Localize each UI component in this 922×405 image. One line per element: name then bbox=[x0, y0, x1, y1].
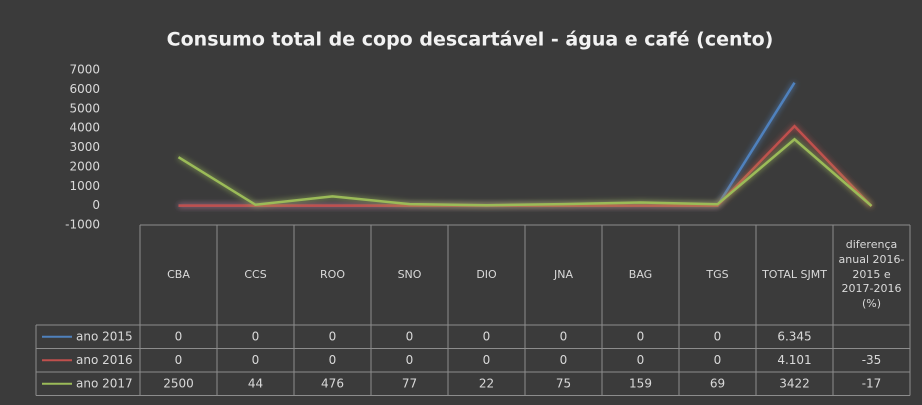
data-label: 3422 bbox=[779, 376, 810, 390]
y-tick-label: 2000 bbox=[69, 159, 100, 173]
y-tick-label: 1000 bbox=[69, 179, 100, 193]
legend-label: ano 2015 bbox=[76, 329, 133, 343]
data-label: 0 bbox=[252, 329, 260, 343]
data-label: 476 bbox=[321, 376, 344, 390]
data-label: 0 bbox=[714, 329, 722, 343]
data-label: 44 bbox=[248, 376, 263, 390]
data-label: 0 bbox=[252, 353, 260, 367]
x-tick-label: CCS bbox=[244, 267, 267, 281]
category-cell: DIO bbox=[476, 267, 497, 281]
data-label: 0 bbox=[483, 329, 491, 343]
data-label: 0 bbox=[175, 329, 183, 343]
y-tick-label: 7000 bbox=[69, 63, 100, 77]
data-label: 0 bbox=[406, 353, 414, 367]
data-label: 0 bbox=[560, 329, 568, 343]
x-tick-label: TGS bbox=[706, 267, 729, 281]
y-tick-label: 3000 bbox=[69, 140, 100, 154]
data-label: 0 bbox=[406, 329, 414, 343]
data-label: 0 bbox=[329, 329, 337, 343]
category-cell: BAG bbox=[628, 267, 653, 281]
data-label: 159 bbox=[629, 376, 652, 390]
data-label: 0 bbox=[637, 329, 645, 343]
y-tick-label: -1000 bbox=[65, 218, 100, 232]
category-cell: TGS bbox=[706, 267, 729, 281]
data-label: 0 bbox=[714, 353, 722, 367]
data-label: 6.345 bbox=[777, 329, 811, 343]
data-label: 2500 bbox=[163, 376, 194, 390]
data-label: 4.101 bbox=[777, 353, 811, 367]
x-tick-label: BAG bbox=[628, 267, 653, 281]
legend-label: ano 2017 bbox=[76, 376, 133, 390]
y-tick-label: 0 bbox=[92, 198, 100, 212]
x-tick-label: diferença anual 2016-2015 e 2017-2016 (%… bbox=[838, 237, 905, 311]
x-tick-label: CBA bbox=[167, 267, 190, 281]
category-cell: ROO bbox=[320, 267, 345, 281]
data-label: -35 bbox=[862, 353, 882, 367]
x-tick-label: SNO bbox=[397, 267, 422, 281]
x-tick-label: TOTAL SJMT bbox=[762, 267, 827, 281]
legend-label: ano 2016 bbox=[76, 353, 133, 367]
data-label: 77 bbox=[402, 376, 417, 390]
data-label: 0 bbox=[329, 353, 337, 367]
data-label: 22 bbox=[479, 376, 494, 390]
data-label: -17 bbox=[862, 376, 882, 390]
data-label: 75 bbox=[556, 376, 571, 390]
category-cell: TOTAL SJMT bbox=[762, 267, 827, 281]
category-cell: SNO bbox=[397, 267, 422, 281]
series-line bbox=[177, 137, 873, 207]
data-label: 0 bbox=[175, 353, 183, 367]
data-label: 69 bbox=[710, 376, 725, 390]
category-cell: diferença anual 2016-2015 e 2017-2016 (%… bbox=[838, 237, 905, 311]
category-cell: JNA bbox=[554, 267, 573, 281]
x-tick-label: ROO bbox=[320, 267, 345, 281]
chart-title: Consumo total de copo descartável - água… bbox=[167, 29, 774, 51]
y-tick-label: 5000 bbox=[69, 101, 100, 115]
category-cell: CBA bbox=[167, 267, 190, 281]
y-tick-label: 4000 bbox=[69, 121, 100, 135]
x-tick-label: JNA bbox=[554, 267, 573, 281]
y-tick-label: 6000 bbox=[69, 82, 100, 96]
x-tick-label: DIO bbox=[476, 267, 497, 281]
data-label: 0 bbox=[637, 353, 645, 367]
category-cell: CCS bbox=[244, 267, 267, 281]
data-label: 0 bbox=[560, 353, 568, 367]
data-label: 0 bbox=[483, 353, 491, 367]
